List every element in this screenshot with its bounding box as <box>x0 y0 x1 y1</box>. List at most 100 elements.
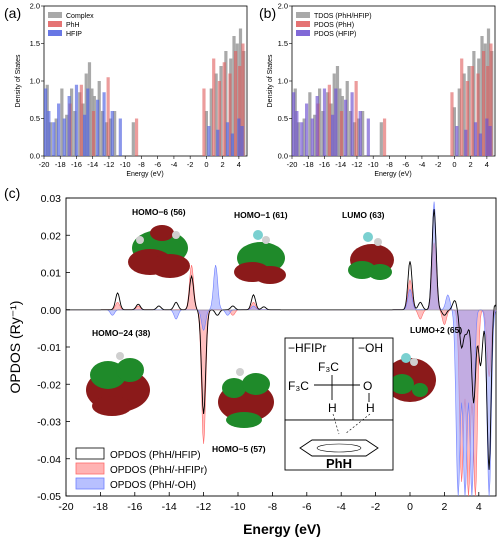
x-tick-label: 4 <box>485 160 489 169</box>
panel-label-c: (c) <box>4 185 20 201</box>
y-ticks-a: 0.0 0.5 1.0 1.5 2.0 <box>30 2 44 161</box>
orbital-lumo2 <box>384 353 436 402</box>
dos-bar <box>334 88 338 156</box>
dos-bar <box>482 51 486 156</box>
x-tick-label: -14 <box>162 501 177 513</box>
x-tick-label: 2 <box>469 160 473 169</box>
dos-bar <box>354 81 358 156</box>
x-tick-label: -20 <box>39 160 50 169</box>
dos-bar <box>52 122 56 156</box>
dos-bar <box>366 118 370 156</box>
orbital-homo1 <box>234 230 286 284</box>
dos-bar <box>322 88 327 156</box>
dos-bar <box>100 111 105 156</box>
dos-bar <box>352 122 357 156</box>
legend-label: OPDOS (PhH/-HFIPr) <box>110 465 207 476</box>
legend-label: TDOS (PhH/HFIP) <box>314 13 372 20</box>
x-tick-label: -18 <box>55 160 66 169</box>
dos-bar <box>240 126 244 156</box>
dos-bar <box>483 43 487 156</box>
dos-bar <box>134 118 139 156</box>
panel-label-b: (b) <box>259 5 276 21</box>
x-tick-label: 0 <box>407 501 413 513</box>
dos-bar <box>60 88 64 156</box>
label-hfipr: −HFIPr <box>288 341 326 355</box>
dos-bar <box>292 92 296 156</box>
dos-bar <box>217 81 221 156</box>
label-h-right: H <box>366 401 375 415</box>
y-ticks-b: 0.0 0.5 1.0 1.5 2.0 <box>278 2 292 161</box>
legend-label: PDOS (HFIP) <box>314 31 356 38</box>
dos-bar <box>222 62 226 156</box>
x-tick-label: -20 <box>287 160 298 169</box>
dos-bar <box>358 111 362 156</box>
orbital-homo5 <box>218 368 274 428</box>
dos-bar <box>90 88 94 156</box>
y-tick-label: 1.5 <box>30 39 40 48</box>
dos-bar <box>356 118 361 156</box>
dos-bar <box>209 88 213 156</box>
legend-label: HFIP <box>66 31 82 38</box>
dos-bar <box>302 118 306 156</box>
dos-bar <box>485 118 489 156</box>
dos-bar <box>489 43 493 156</box>
dos-bar <box>478 133 482 156</box>
x-tick-label: -4 <box>171 160 178 169</box>
legend-swatch <box>48 21 62 27</box>
y-tick-label: 0.03 <box>41 193 62 205</box>
dos-bar <box>74 84 79 156</box>
y-tick-label: 1.0 <box>30 77 40 86</box>
x-axis-label-c: Energy (eV) <box>243 521 321 537</box>
legend-swatch <box>75 477 105 490</box>
dos-bar <box>131 122 135 156</box>
dos-bar <box>44 88 48 156</box>
dos-bar <box>78 92 82 156</box>
y-tick-label: -0.03 <box>37 417 61 429</box>
x-tick-label: -10 <box>120 160 131 169</box>
x-tick-label: -16 <box>127 501 142 513</box>
dos-bar <box>91 111 96 156</box>
opdos-line <box>66 209 497 470</box>
dos-bar <box>348 111 353 156</box>
dos-bar <box>476 73 480 156</box>
y-tick-label: 0.5 <box>30 114 40 123</box>
dos-bar <box>345 81 349 156</box>
x-tick-label: 4 <box>237 160 241 169</box>
x-tick-label: 0 <box>452 160 456 169</box>
legend-c: OPDOS (PhH/HFIP) OPDOS (PhH/-HFIPr) OPDOS … <box>72 444 210 492</box>
panel-b: (b) -20 -18 -16 -14 -12 -10 -8 -6 -4 -2 0 2 4 0.00.5… <box>259 2 496 178</box>
dos-bar <box>104 122 109 156</box>
dos-bar <box>480 36 484 156</box>
dos-bar <box>462 73 466 156</box>
y-axis-label-a: Density of States <box>15 54 22 107</box>
dos-bar <box>95 99 100 156</box>
dos-bar <box>488 126 492 156</box>
x-tick-label: -2 <box>371 501 380 513</box>
legend-label: PhH <box>66 22 80 29</box>
dos-bar <box>79 84 83 156</box>
x-ticks-b: -20 -18 -16 -14 -12 -10 -8 -6 -4 -2 0 2 4 <box>287 156 489 169</box>
x-tick-label: -10 <box>368 160 379 169</box>
y-tick-label: -0.02 <box>37 379 61 391</box>
dos-bar <box>455 126 459 156</box>
dos-bar <box>62 118 66 156</box>
dos-bar <box>305 103 309 156</box>
legend-label: OPDOS (PhH/HFIP) <box>110 450 201 461</box>
dos-bar <box>329 103 333 156</box>
legend-swatch <box>75 447 105 460</box>
x-tick-label: -4 <box>337 501 346 513</box>
dos-bar <box>457 88 461 156</box>
y-tick-label: -0.04 <box>37 454 61 466</box>
label-homo24: HOMO−24 (38) <box>92 328 151 338</box>
dos-bar <box>460 58 464 156</box>
dos-bar <box>207 126 211 156</box>
dos-bar <box>86 88 90 156</box>
dos-bar <box>326 92 330 156</box>
legend-a: Complex PhH HFIP <box>48 12 94 38</box>
orbital-homo24 <box>86 352 150 416</box>
dos-bar <box>234 51 238 156</box>
x-tick-label: 2 <box>441 501 447 513</box>
x-tick-label: 4 <box>476 501 482 513</box>
x-tick-label: -2 <box>435 160 442 169</box>
